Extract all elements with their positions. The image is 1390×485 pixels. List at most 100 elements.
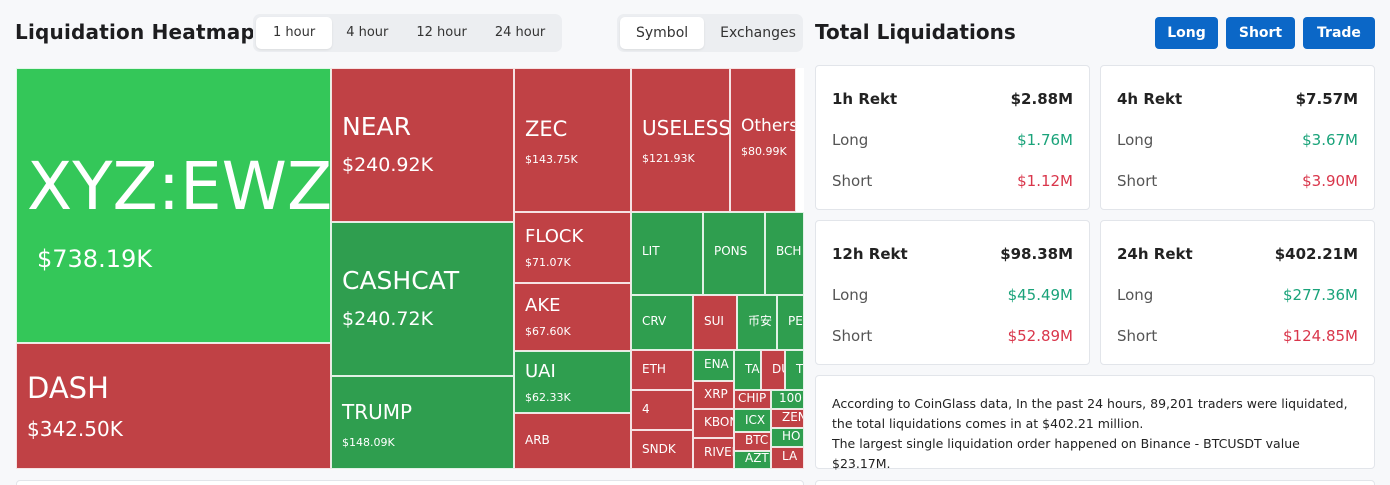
cell-value: $240.72K <box>342 307 434 330</box>
cell-symbol: XRP <box>704 387 728 401</box>
total-liquidations-title: Total Liquidations <box>815 20 1016 44</box>
treemap-cell-eth[interactable]: ETH <box>631 350 693 390</box>
cell-symbol: CRV <box>642 314 667 328</box>
tab-exchanges[interactable]: Exchanges <box>720 25 796 41</box>
treemap-cell-ta[interactable]: TA <box>734 350 761 390</box>
long-label: Long <box>1117 286 1154 304</box>
treemap-cell--[interactable]: 币安 <box>737 295 777 350</box>
treemap-cell-kbon[interactable]: KBON <box>693 409 734 438</box>
treemap-cell-azte[interactable]: AZTE <box>734 451 771 469</box>
cell-symbol: CHIP <box>738 391 767 405</box>
trade-button[interactable]: Trade <box>1303 17 1375 49</box>
cell-symbol: LA <box>782 449 798 463</box>
treemap-cell-la[interactable]: LA <box>771 447 804 469</box>
card-label: 24h Rekt <box>1117 245 1193 263</box>
rekt-card-24h: 24h Rekt $402.21M Long $277.36M Short $124.… <box>1100 220 1375 365</box>
cell-value: $121.93K <box>642 152 695 165</box>
cell-symbol: USELESS <box>642 116 730 140</box>
treemap-cell-100[interactable]: 100 <box>771 390 804 409</box>
rekt-card-12h: 12h Rekt $98.38M Long $45.49M Short $52.89M <box>815 220 1090 365</box>
treemap-cell-pep[interactable]: PEP <box>777 295 804 350</box>
short-value: $3.90M <box>1302 172 1358 190</box>
cell-symbol: T <box>796 362 804 376</box>
short-value: $124.85M <box>1283 327 1358 345</box>
cell-symbol: PEP <box>788 314 803 328</box>
cell-symbol: LIT <box>642 244 660 258</box>
treemap-cell-bch[interactable]: BCH <box>765 212 804 295</box>
treemap-cell-icx[interactable]: ICX <box>734 409 771 432</box>
cell-symbol: PONS <box>714 244 748 258</box>
treemap-cell-ena[interactable]: ENA <box>693 350 734 381</box>
treemap-cell-xrp[interactable]: XRP <box>693 381 734 409</box>
long-value: $45.49M <box>1007 286 1073 304</box>
short-label: Short <box>1117 172 1158 190</box>
cell-symbol: AKE <box>525 295 561 316</box>
tab-12-hour[interactable]: 12 hour <box>416 25 467 40</box>
rekt-card-4h: 4h Rekt $7.57M Long $3.67M Short $3.90M <box>1100 65 1375 210</box>
long-label: Long <box>832 286 869 304</box>
cell-value: $80.99K <box>741 144 787 158</box>
summary-line-1: According to CoinGlass data, In the past… <box>832 396 1348 431</box>
cell-symbol: XYZ:EWZ <box>27 148 331 225</box>
short-label: Short <box>832 327 873 345</box>
cell-value: $342.50K <box>27 417 123 442</box>
long-button[interactable]: Long <box>1155 17 1218 49</box>
treemap-cell-river[interactable]: RIVER <box>693 438 734 469</box>
cell-symbol: DU <box>772 362 784 376</box>
cell-symbol: TRUMP <box>342 400 413 424</box>
treemap-cell-uai[interactable]: UAI $62.33K <box>514 351 631 413</box>
cell-value: $67.60K <box>525 324 571 338</box>
treemap-cell-near[interactable]: NEAR $240.92K <box>331 68 514 222</box>
cell-value: $71.07K <box>525 255 571 269</box>
tab-4-hour[interactable]: 4 hour <box>346 25 389 40</box>
treemap-cell-dash[interactable]: DASH $342.50K <box>16 343 331 469</box>
treemap-cell-arb[interactable]: ARB <box>514 413 631 469</box>
treemap-cell-sui[interactable]: SUI <box>693 295 737 350</box>
long-value: $277.36M <box>1283 286 1358 304</box>
cell-symbol: ZEC <box>525 117 568 141</box>
short-value: $1.12M <box>1017 172 1073 190</box>
view-mode-segmented-control: Symbol Exchanges <box>617 14 803 52</box>
treemap-cell-du[interactable]: DU <box>761 350 785 390</box>
treemap-cell-crv[interactable]: CRV <box>631 295 693 350</box>
cell-symbol: SUI <box>704 314 724 328</box>
treemap-cell-cashcat[interactable]: CASHCAT $240.72K <box>331 222 514 376</box>
treemap-cell-useless[interactable]: USELESS $121.93K <box>631 68 730 212</box>
treemap-cell-t[interactable]: T <box>785 350 804 390</box>
treemap-cell-4[interactable]: 4 <box>631 390 693 430</box>
treemap-cell-flock[interactable]: FLOCK $71.07K <box>514 212 631 283</box>
treemap-cell-lit[interactable]: LIT <box>631 212 703 295</box>
next-panel-edge-left <box>16 480 804 485</box>
card-total: $402.21M <box>1274 245 1358 263</box>
cell-symbol: 币安 <box>748 314 773 328</box>
treemap-cell-zen[interactable]: ZEN <box>771 409 804 428</box>
tab-1-hour[interactable]: 1 hour <box>256 17 333 49</box>
cell-symbol: BTC <box>745 433 769 447</box>
short-value: $52.89M <box>1007 327 1073 345</box>
cell-symbol: 100 <box>779 391 802 405</box>
cell-symbol: ICX <box>745 413 766 427</box>
treemap-cell-chip[interactable]: CHIP <box>734 390 771 409</box>
treemap-cell-ho[interactable]: HO <box>771 428 804 447</box>
long-value: $1.76M <box>1017 131 1073 149</box>
treemap-cell-ake[interactable]: AKE $67.60K <box>514 283 631 351</box>
cell-symbol: ENA <box>704 357 729 371</box>
short-button[interactable]: Short <box>1226 17 1295 49</box>
cell-symbol: Others <box>741 116 796 136</box>
tab-symbol[interactable]: Symbol <box>620 17 705 49</box>
treemap-cell-pons[interactable]: PONS <box>703 212 765 295</box>
cell-value: $143.75K <box>525 153 578 167</box>
short-label: Short <box>832 172 873 190</box>
treemap-cell-xyz-ewz[interactable]: XYZ:EWZ $738.19K <box>16 68 331 343</box>
treemap-cell-others[interactable]: Others $80.99K <box>730 68 796 212</box>
liquidation-summary: According to CoinGlass data, In the past… <box>815 375 1375 471</box>
next-panel-edge-right <box>815 480 1375 485</box>
treemap-cell-trump[interactable]: TRUMP $148.09K <box>331 376 514 469</box>
cell-symbol: UAI <box>525 361 556 382</box>
treemap-cell-btc[interactable]: BTC <box>734 432 771 451</box>
card-label: 4h Rekt <box>1117 90 1183 108</box>
treemap-cell-zec[interactable]: ZEC $143.75K <box>514 68 631 212</box>
treemap-cell-sndk[interactable]: SNDK <box>631 430 693 469</box>
tab-24-hour[interactable]: 24 hour <box>494 25 546 40</box>
